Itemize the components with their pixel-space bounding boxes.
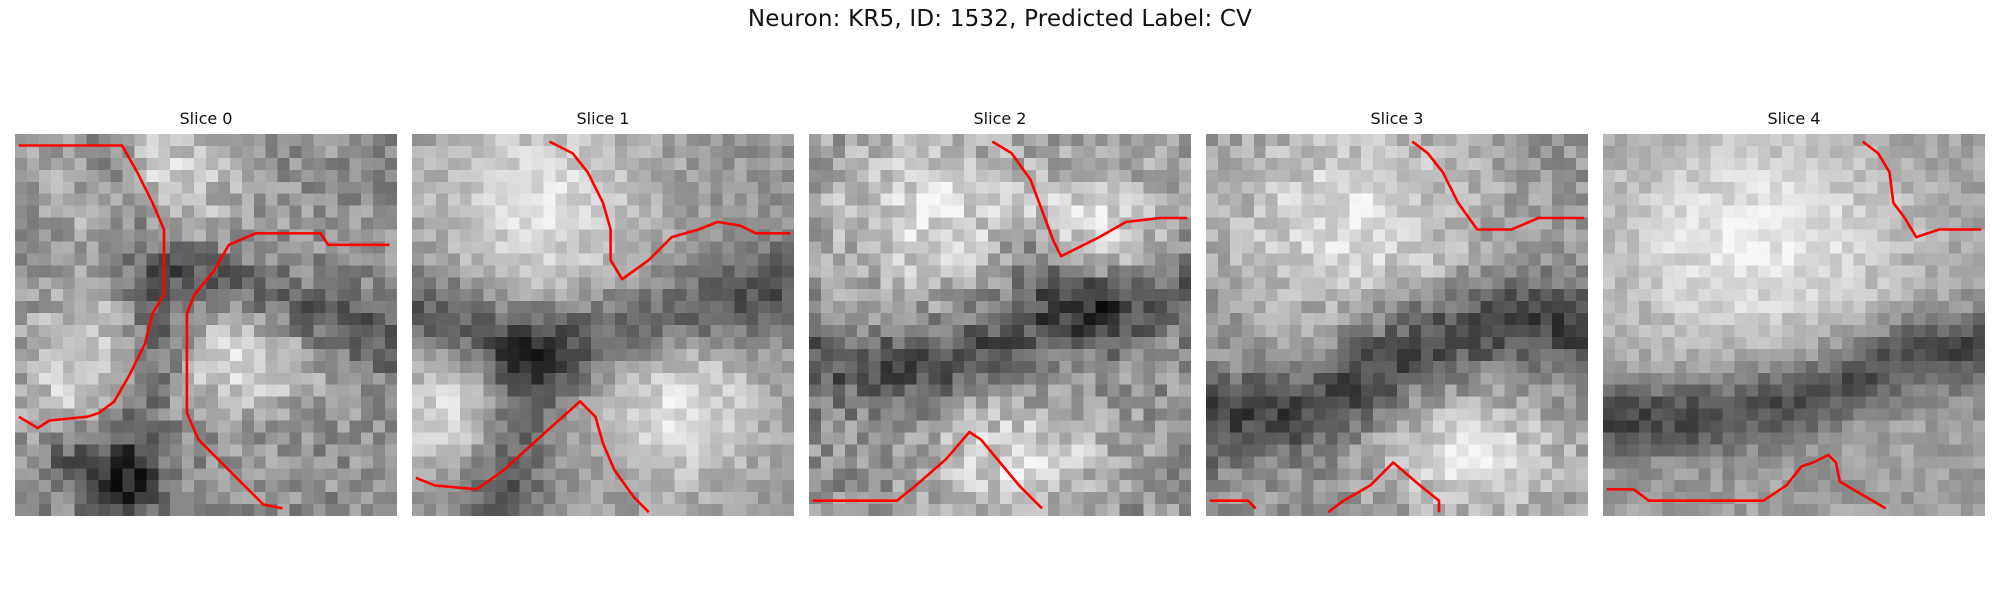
contour-line-1 <box>415 400 650 514</box>
contour-line-0 <box>548 140 791 281</box>
contour-line-0 <box>1411 140 1585 231</box>
slice-panel-4: Slice 4 <box>1603 108 1985 516</box>
slice-title-3: Slice 3 <box>1370 109 1424 128</box>
slice-panel-2: Slice 2 <box>809 108 1191 516</box>
contour-line-1 <box>1209 499 1257 510</box>
slice-image-1 <box>412 134 794 516</box>
slice-title-4: Slice 4 <box>1767 109 1821 128</box>
pixel-grid <box>1603 134 1985 516</box>
contour-line-0 <box>991 140 1188 258</box>
pixel-grid <box>412 134 794 516</box>
slice-panel-1: Slice 1 <box>412 108 794 516</box>
figure-title: Neuron: KR5, ID: 1532, Predicted Label: … <box>747 6 1253 32</box>
pixel-grid <box>15 134 397 516</box>
contour-line-0 <box>18 144 166 430</box>
slice-image-3 <box>1206 134 1588 516</box>
slice-panel-0: Slice 0 <box>15 108 397 516</box>
contour-line-1 <box>1606 453 1887 510</box>
contour-line-0 <box>1862 140 1982 239</box>
contour-line-1 <box>185 232 390 510</box>
slice-image-4 <box>1603 134 1985 516</box>
slice-title-0: Slice 0 <box>179 109 233 128</box>
pixel-grid <box>1206 134 1588 516</box>
slice-image-0 <box>15 134 397 516</box>
contour-line-2 <box>1327 461 1441 514</box>
contour-line-1 <box>812 430 1043 510</box>
slice-image-2 <box>809 134 1191 516</box>
slice-panel-3: Slice 3 <box>1206 108 1588 516</box>
pixel-grid <box>809 134 1191 516</box>
slice-title-2: Slice 2 <box>973 109 1027 128</box>
slice-title-1: Slice 1 <box>576 109 630 128</box>
